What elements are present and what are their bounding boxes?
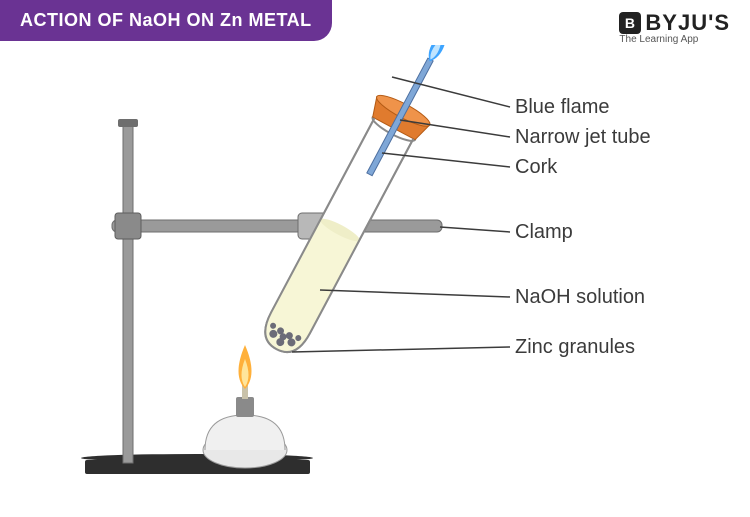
label-jet-tube: Narrow jet tube	[515, 126, 651, 149]
brand-name: BYJU'S	[645, 10, 730, 36]
clamp-bar	[112, 220, 442, 232]
brand-name-row: B BYJU'S	[619, 10, 730, 36]
leader-solution	[320, 290, 510, 297]
brand-block: B BYJU'S The Learning App	[619, 10, 730, 45]
clamp-boss	[115, 213, 141, 239]
stand-rod	[123, 125, 133, 463]
figure-card: ACTION OF NaOH ON Zn METAL B BYJU'S The …	[0, 0, 750, 517]
leader-clamp	[440, 227, 510, 232]
brand-logo-icon: B	[619, 12, 641, 34]
experiment-diagram	[0, 45, 750, 517]
leader-granules	[292, 347, 510, 352]
label-blue-flame: Blue flame	[515, 96, 610, 119]
stand-rod-cap	[118, 119, 138, 127]
label-clamp: Clamp	[515, 221, 573, 244]
test-tube-group	[250, 45, 474, 363]
label-solution: NaOH solution	[515, 286, 645, 309]
label-cork: Cork	[515, 156, 557, 179]
spirit-lamp	[203, 345, 287, 468]
label-granules: Zinc granules	[515, 336, 635, 359]
figure-title: ACTION OF NaOH ON Zn METAL	[0, 0, 332, 41]
